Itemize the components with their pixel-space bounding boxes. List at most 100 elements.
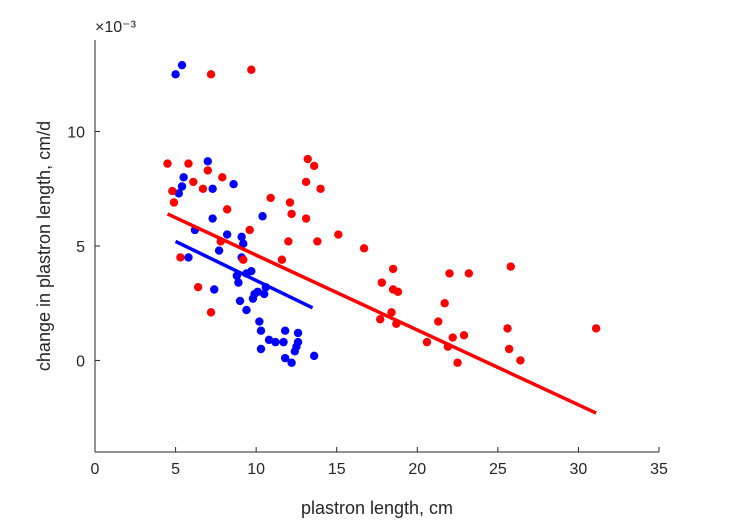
data-point bbox=[287, 358, 296, 367]
data-point bbox=[258, 212, 267, 221]
x-tick-label: 0 bbox=[91, 461, 100, 478]
data-point bbox=[377, 278, 387, 287]
data-point bbox=[280, 353, 290, 363]
data-point bbox=[266, 193, 275, 203]
data-point bbox=[293, 328, 303, 338]
data-points bbox=[163, 60, 601, 367]
data-point bbox=[247, 65, 256, 74]
data-point bbox=[179, 173, 188, 182]
data-point bbox=[247, 266, 256, 276]
data-point bbox=[464, 269, 474, 278]
data-point bbox=[214, 246, 224, 255]
data-point bbox=[206, 308, 216, 317]
data-point bbox=[271, 337, 280, 347]
data-point bbox=[222, 205, 232, 214]
data-point bbox=[293, 337, 303, 347]
data-point bbox=[184, 253, 193, 262]
data-point bbox=[264, 335, 274, 345]
data-point bbox=[235, 296, 245, 306]
data-point bbox=[285, 198, 295, 207]
x-tick-label: 20 bbox=[408, 461, 426, 478]
data-point bbox=[448, 333, 457, 342]
data-point bbox=[174, 189, 183, 198]
data-point bbox=[163, 159, 172, 168]
data-point bbox=[506, 262, 515, 271]
y-axis-label: change in plastron length, cm/d bbox=[34, 121, 54, 371]
data-point bbox=[256, 326, 266, 335]
data-point bbox=[206, 70, 216, 79]
fit-line bbox=[166, 212, 597, 415]
data-point bbox=[388, 264, 398, 274]
data-point bbox=[313, 237, 322, 246]
data-point bbox=[245, 225, 254, 235]
data-point bbox=[203, 166, 212, 175]
data-point bbox=[301, 214, 311, 223]
data-point bbox=[376, 315, 385, 324]
data-point bbox=[260, 289, 269, 299]
data-point bbox=[393, 287, 403, 296]
data-point bbox=[301, 177, 311, 187]
data-point bbox=[184, 159, 193, 168]
ticks: 0 5 10 15 20 25 30 35 0 5 10 bbox=[67, 125, 668, 478]
data-point bbox=[287, 209, 296, 219]
data-point bbox=[193, 283, 203, 292]
data-point bbox=[284, 237, 293, 246]
data-point bbox=[316, 184, 325, 193]
data-point bbox=[280, 326, 290, 335]
data-point bbox=[198, 184, 208, 193]
data-point bbox=[504, 344, 514, 354]
data-point bbox=[277, 255, 287, 264]
axis-labels: plastron length, cm change in plastron l… bbox=[34, 19, 453, 518]
data-point bbox=[203, 157, 212, 166]
data-point bbox=[222, 230, 232, 239]
x-tick-label: 10 bbox=[247, 461, 265, 478]
data-point bbox=[334, 230, 343, 239]
x-tick-label: 15 bbox=[328, 461, 346, 478]
data-point bbox=[255, 317, 264, 326]
x-tick-label: 5 bbox=[171, 461, 180, 478]
data-point bbox=[591, 324, 601, 333]
y-exponent-label: ×10⁻³ bbox=[95, 19, 137, 36]
data-point bbox=[256, 344, 266, 354]
data-point bbox=[189, 177, 198, 187]
data-point bbox=[253, 287, 262, 296]
y-tick-label: 5 bbox=[76, 239, 85, 256]
data-point bbox=[453, 358, 462, 367]
data-point bbox=[171, 70, 180, 79]
fit-lines bbox=[166, 212, 597, 415]
data-point bbox=[309, 351, 319, 361]
data-point bbox=[168, 186, 177, 196]
axes bbox=[94, 40, 659, 453]
data-point bbox=[503, 324, 512, 333]
data-point bbox=[176, 253, 185, 262]
data-point bbox=[208, 214, 217, 223]
x-tick-label: 25 bbox=[489, 461, 507, 478]
data-point bbox=[445, 269, 454, 278]
y-tick-label: 10 bbox=[67, 125, 85, 142]
fit-line bbox=[174, 239, 314, 310]
data-point bbox=[516, 356, 525, 365]
x-tick-label: 35 bbox=[650, 461, 668, 478]
data-point bbox=[237, 232, 246, 242]
data-point bbox=[229, 180, 238, 189]
data-point bbox=[359, 244, 369, 253]
data-point bbox=[434, 317, 443, 326]
data-point bbox=[422, 337, 432, 347]
data-point bbox=[210, 285, 219, 294]
data-point bbox=[242, 305, 251, 315]
y-tick-label: 0 bbox=[76, 353, 85, 370]
data-point bbox=[387, 308, 396, 317]
data-point bbox=[169, 198, 179, 207]
data-point bbox=[234, 278, 243, 287]
data-point bbox=[239, 239, 248, 248]
data-point bbox=[177, 182, 187, 191]
data-point bbox=[303, 154, 312, 164]
data-point bbox=[279, 337, 288, 347]
data-point bbox=[177, 60, 187, 70]
data-point bbox=[440, 299, 449, 308]
data-point bbox=[239, 255, 248, 264]
data-point bbox=[459, 331, 469, 340]
x-tick-label: 30 bbox=[570, 461, 588, 478]
data-point bbox=[309, 161, 319, 171]
